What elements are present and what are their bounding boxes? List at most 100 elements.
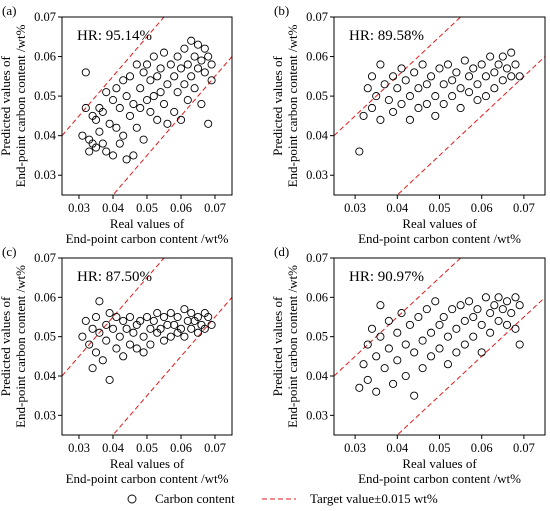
data-point <box>435 344 444 353</box>
data-point <box>193 312 203 322</box>
x-tick-label: 0.03 <box>68 201 90 215</box>
data-point <box>125 111 135 120</box>
data-point <box>410 68 419 77</box>
x-axis-title: End-point carbon content /wt% <box>66 231 229 246</box>
legend-line-label: Target value±0.015 wt% <box>310 491 438 506</box>
data-point <box>183 60 192 69</box>
data-point <box>367 72 377 81</box>
data-point <box>389 379 398 388</box>
data-point <box>173 88 182 97</box>
data-point <box>414 312 423 322</box>
data-point <box>129 99 138 109</box>
x-tick-label: 0.04 <box>102 201 125 215</box>
data-point <box>384 344 393 353</box>
y-tick-label: 0.04 <box>34 369 57 383</box>
data-point <box>139 332 148 341</box>
x-tick-label: 0.06 <box>170 201 192 215</box>
data-point <box>401 340 410 349</box>
data-point <box>490 68 499 77</box>
data-point <box>81 103 90 113</box>
data-point <box>125 340 135 349</box>
data-point <box>418 364 427 373</box>
data-point <box>146 76 155 85</box>
data-point <box>85 147 94 156</box>
target-line-upper <box>334 258 462 377</box>
x-tick-label: 0.06 <box>471 441 493 455</box>
data-point <box>502 64 512 73</box>
data-point <box>176 64 186 73</box>
data-point <box>170 72 179 81</box>
data-point <box>511 293 520 302</box>
data-point <box>78 131 87 140</box>
data-point <box>473 96 482 105</box>
panel-label: (d) <box>274 244 289 259</box>
data-point <box>136 316 145 325</box>
data-point <box>490 84 499 93</box>
data-point <box>163 80 172 89</box>
data-point <box>153 115 162 124</box>
data-point <box>102 336 111 345</box>
data-point <box>401 371 410 381</box>
y-axis-title: Predicted values of <box>0 56 13 156</box>
x-tick-label: 0.05 <box>136 441 158 455</box>
data-point <box>197 99 206 109</box>
data-point <box>427 328 436 337</box>
y-axis-title: Predicted values of <box>270 296 285 396</box>
y-axis-title: End-point carbon content /wt% <box>285 24 300 187</box>
data-point <box>180 80 189 89</box>
data-point <box>355 383 364 392</box>
data-point <box>139 135 148 144</box>
y-tick-label: 0.03 <box>306 168 328 182</box>
x-tick-label: 0.07 <box>204 441 226 455</box>
data-point <box>367 103 377 113</box>
data-point <box>372 92 381 101</box>
legend-marker-label: Carbon content <box>155 491 235 506</box>
data-point <box>372 387 381 396</box>
data-point <box>98 107 107 116</box>
data-point <box>405 320 415 329</box>
data-point <box>498 76 507 85</box>
data-point <box>397 99 406 109</box>
data-point <box>464 297 474 306</box>
data-point <box>410 348 419 357</box>
x-tick-label: 0.04 <box>386 201 409 215</box>
data-point <box>166 309 175 318</box>
panels: 0.03 0.04 0.05 0.06 0.07 0.03 0.04 0.05 0.06 0.07… <box>0 3 546 486</box>
y-tick-label: 0.03 <box>34 408 56 422</box>
data-point <box>159 99 169 109</box>
panel-d: 0.03 0.04 0.05 0.06 0.07 0.03 0.04 0.05 0.06 0.07… <box>270 244 546 486</box>
x-axis-title: End-point carbon content /wt% <box>358 471 521 486</box>
data-point <box>149 92 158 101</box>
data-point <box>159 48 169 57</box>
x-tick-label: 0.05 <box>136 201 158 215</box>
data-point <box>443 332 452 341</box>
data-point <box>376 332 385 341</box>
data-point <box>380 364 389 373</box>
target-line-lower <box>396 56 545 195</box>
y-tick-label: 0.07 <box>34 10 56 24</box>
data-point <box>511 324 520 333</box>
data-point <box>108 151 118 160</box>
data-point <box>384 96 393 105</box>
data-point <box>477 320 486 329</box>
y-tick-label: 0.05 <box>34 89 56 103</box>
data-point <box>207 320 216 329</box>
x-axis-title: Real values of <box>110 216 185 231</box>
x-axis-title: Real values of <box>110 456 185 471</box>
data-point <box>91 312 101 322</box>
data-point <box>115 139 124 148</box>
target-line-lower <box>112 297 232 435</box>
y-tick-label: 0.05 <box>306 89 328 103</box>
x-axis-title: End-point carbon content /wt% <box>66 471 229 486</box>
data-point <box>355 147 364 156</box>
data-point <box>418 336 427 345</box>
data-point <box>367 324 377 333</box>
data-point <box>494 293 503 302</box>
hr-annotation: HR: 90.97% <box>349 269 424 285</box>
data-points <box>78 36 216 164</box>
data-point <box>190 52 199 61</box>
data-point <box>180 332 189 341</box>
data-point <box>91 115 101 124</box>
data-point <box>132 123 141 132</box>
data-point <box>163 119 172 128</box>
